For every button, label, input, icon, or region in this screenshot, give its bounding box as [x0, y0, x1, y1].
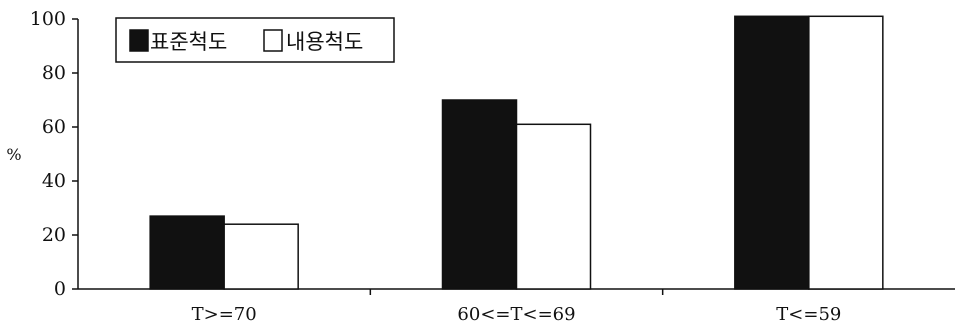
- legend: 표준척도 내용척도: [115, 17, 395, 63]
- chart-bars: [149, 15, 884, 290]
- bar: [441, 99, 518, 290]
- bar: [734, 15, 810, 290]
- x-category-label: T<=59: [776, 304, 841, 325]
- x-category-label: T>=70: [192, 304, 257, 325]
- chart-labels: 0 20 40 60 80 100 T>=70 60<=T<=69 T<=59: [30, 8, 842, 325]
- legend-box: [115, 17, 395, 63]
- legend-swatch-series-1: [129, 29, 149, 52]
- y-tick-label: 20: [42, 224, 66, 246]
- bar: [223, 223, 299, 290]
- y-axis-label: %: [6, 145, 21, 164]
- y-tick-label: 40: [42, 170, 66, 192]
- legend-label-series-1: 표준척도: [150, 30, 227, 54]
- y-tick-label: 100: [30, 8, 66, 30]
- y-tick-label: 60: [42, 116, 66, 138]
- y-tick-label: 0: [54, 278, 66, 300]
- bar: [808, 15, 884, 290]
- bar: [149, 215, 225, 290]
- legend-label-series-2: 내용척도: [286, 30, 363, 54]
- y-tick-label: 80: [42, 62, 66, 84]
- bar: [515, 123, 592, 290]
- legend-swatch-series-2: [263, 29, 283, 52]
- x-category-label: 60<=T<=69: [457, 304, 575, 325]
